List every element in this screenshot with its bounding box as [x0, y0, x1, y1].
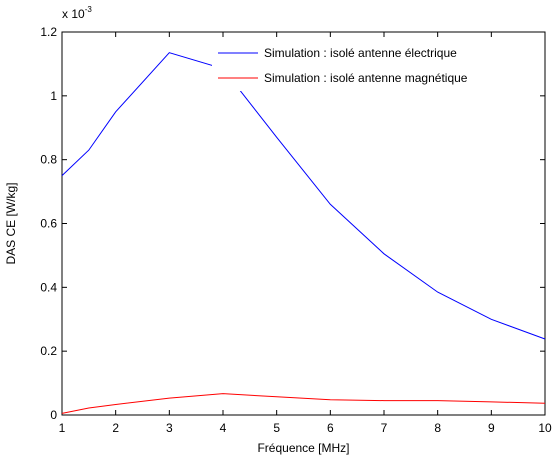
legend-box — [212, 41, 542, 91]
x-tick-label: 8 — [434, 421, 441, 435]
x-tick-label: 5 — [273, 421, 280, 435]
x-tick-label: 9 — [488, 421, 495, 435]
x-axis-label: Fréquence [MHz] — [257, 441, 349, 455]
y-tick-label: 0.8 — [40, 153, 57, 167]
y-tick-label: 1.2 — [40, 25, 57, 39]
x-tick-label: 10 — [538, 421, 552, 435]
y-tick-label: 1 — [50, 89, 57, 103]
y-tick-label: 0 — [50, 408, 57, 422]
x-tick-label: 4 — [220, 421, 227, 435]
y-multiplier-base: x 10 — [62, 7, 85, 21]
x-tick-label: 6 — [327, 421, 334, 435]
x-tick-label: 3 — [166, 421, 173, 435]
y-axis-label: DAS CE [W/kg] — [4, 182, 18, 264]
y-multiplier-exponent: -3 — [85, 5, 93, 14]
series-line-magnetique — [61, 393, 546, 414]
y-tick-label: 0.4 — [40, 280, 57, 294]
y-tick-label: 0.6 — [40, 217, 57, 231]
legend-label-electrique: Simulation : isolé antenne électrique — [264, 46, 457, 60]
x-tick-label: 1 — [59, 421, 66, 435]
plot-area — [61, 31, 546, 416]
x-tick-label: 7 — [381, 421, 388, 435]
legend-label-magnetique: Simulation : isolé antenne magnétique — [264, 71, 468, 85]
lines-layer — [61, 52, 546, 414]
y-multiplier-label: x 10-3 — [62, 5, 92, 21]
y-tick-label: 0.2 — [40, 344, 57, 358]
ticks-layer: 1 2 3 4 5 6 7 8 9 10 0 0.2 0.4 0.6 0.8 1 1.2 — [40, 25, 552, 435]
x-tick-label: 2 — [112, 421, 119, 435]
series-line-electrique — [61, 52, 546, 340]
legend: Simulation : isolé antenne électrique Si… — [212, 41, 542, 91]
